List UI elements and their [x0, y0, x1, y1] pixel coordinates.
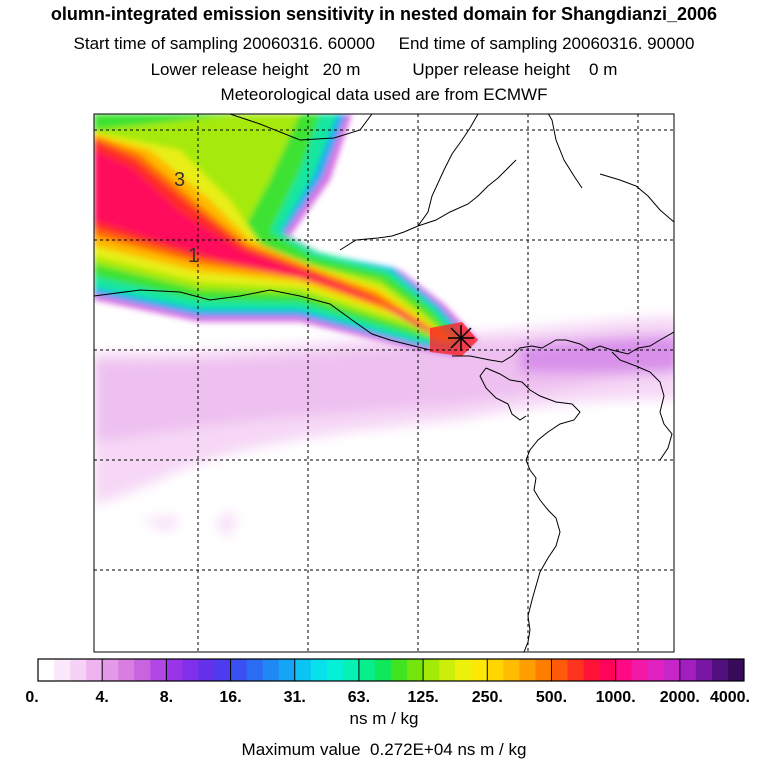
lat-lon-grid — [94, 114, 674, 652]
release-height-line: Lower release height 20 m Upper release … — [150, 60, 618, 79]
receptor-star-icon — [448, 325, 474, 351]
sampling-time-line: Start time of sampling 20060316. 60000 E… — [73, 34, 695, 53]
coastlines — [94, 114, 674, 652]
meteorological-data-line: Meteorological data used are from ECMWF — [220, 85, 548, 104]
legend-units: ns m / kg — [349, 709, 419, 728]
map-title: olumn-integrated emission sensitivity in… — [50, 4, 718, 24]
contour-label-3: 3 — [174, 169, 185, 191]
map-frame — [93, 113, 675, 653]
maximum-value-note: Maximum value 0.272E+04 ns m / kg — [241, 740, 527, 759]
sensitivity-field — [94, 114, 674, 534]
contour-label-1: 1 — [188, 245, 199, 267]
